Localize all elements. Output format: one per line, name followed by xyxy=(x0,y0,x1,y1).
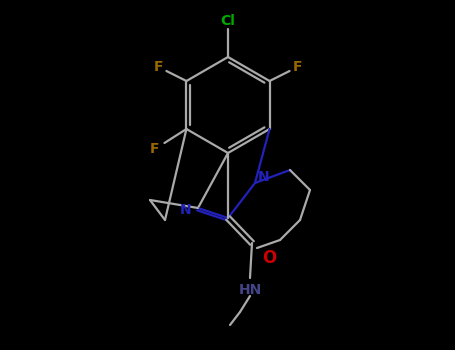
Text: N: N xyxy=(258,170,270,184)
Text: F: F xyxy=(154,60,163,74)
Text: HN: HN xyxy=(238,283,262,297)
Text: Cl: Cl xyxy=(221,14,235,28)
Text: F: F xyxy=(293,60,302,74)
Text: F: F xyxy=(150,142,159,156)
Text: O: O xyxy=(262,249,276,267)
Text: N: N xyxy=(179,203,191,217)
